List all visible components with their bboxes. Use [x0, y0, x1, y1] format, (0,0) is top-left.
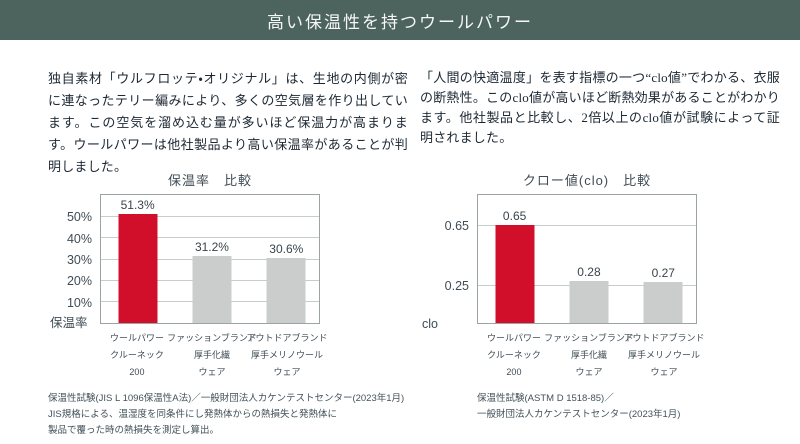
footnote-line: 保温性試験(JIS L 1096保温性A法)／一般財団法人カケンテストセンター(…	[48, 393, 405, 404]
gridline	[101, 237, 319, 239]
category-label-line: クルーネック	[110, 350, 164, 360]
chart-title: クロー値(clo) 比較	[522, 173, 652, 188]
category-label-line: ウェア	[650, 367, 678, 377]
y-axis-tick-label: 0.25	[444, 279, 469, 294]
category-label-line: ファッションブランド	[544, 333, 634, 343]
category-label-line: ウェア	[575, 367, 603, 377]
category-label-line: クルーネック	[487, 350, 541, 360]
y-axis: 0.65 0.25 clo	[420, 194, 477, 331]
y-axis-tick-label: 0.65	[444, 219, 469, 234]
content-area: 独自素材「ウルフロッテ・オリジナル」は、生地の内側が密に連なったテリー編みにより…	[0, 40, 800, 439]
y-axis-unit-label: 保温率	[50, 316, 88, 330]
chart-title: 保温率 比較	[167, 173, 252, 188]
category-label-line: ウールパワー	[109, 333, 164, 343]
category-label-line: ウェア	[198, 367, 226, 377]
category-label-line: ウェア	[273, 367, 301, 377]
bar	[643, 282, 683, 323]
footnote-line: 保温性試験(ASTM D 1518-85)／	[477, 393, 614, 404]
category-label: アウトドアブランド 厚手メリノウール ウェア	[246, 330, 327, 381]
bar-value-label: 51.3%	[120, 197, 155, 212]
plot-area: 0.65 0.28 0.27	[477, 194, 697, 324]
category-label-line: 厚手化繊	[570, 350, 607, 360]
bar-value-label: 31.2%	[194, 240, 229, 255]
category-labels: ウールパワー クルーネック 200 ファッションブランド 厚手化繊 ウェア アウトドアブラン…	[100, 330, 328, 386]
page-header: 高い保温性を持つウールパワー	[0, 0, 800, 40]
category-label-line: ウールパワー	[486, 333, 541, 343]
clo-value-chart: クロー値(clo) 比較 0.65 0.25 clo 0.65 0.28 0.27 ウールパワ…	[420, 170, 780, 423]
bar-value-label: 30.6%	[269, 241, 304, 256]
chart-footnotes: 保温性試験(ASTM D 1518-85)／ 一般財団法人カケンテストセンター(2…	[477, 391, 697, 423]
heat-retention-rate-chart: 保温率 比較 50% 40% 30% 20% 10% 保温率 51.3% 31.2% 30.6% ウ…	[48, 170, 408, 439]
bar-value-label: 0.28	[577, 264, 601, 279]
y-axis-tick-label: 10%	[66, 295, 92, 310]
y-axis-unit-label: clo	[422, 317, 438, 331]
category-label: アウトドアブランド 厚手メリノウール ウェア	[623, 330, 704, 381]
y-axis-tick-label: 30%	[66, 253, 92, 267]
bar-value-label: 0.27	[651, 266, 675, 281]
category-label: ウールパワー クルーネック 200	[110, 330, 164, 381]
chart-footnotes: 保温性試験(JIS L 1096保温性A法)／一般財団法人カケンテストセンター(…	[48, 391, 405, 439]
y-axis-tick-label: 20%	[66, 274, 92, 289]
footnote-line: JIS規格による、温湿度を同条件にし発熱体からの熱損失と発熱体に	[48, 409, 337, 420]
category-label: ウールパワー クルーネック 200	[487, 330, 541, 381]
y-axis-tick-label: 50%	[66, 210, 92, 225]
category-label: ファッションブランド 厚手化繊ウェア	[167, 330, 257, 381]
footnote-line: 製品で覆った時の熱損失を測定し算出。	[48, 425, 220, 436]
column-clo-value: 「人間の快適温度」を表す指標の一つ“clo値”でわかる、衣服の断熱性。このclo…	[420, 68, 780, 439]
bar	[266, 257, 306, 323]
bar	[118, 213, 158, 323]
bar	[192, 256, 232, 323]
column-heat-retention: 独自素材「ウルフロッテ・オリジナル」は、生地の内側が密に連なったテリー編みにより…	[48, 68, 408, 439]
category-label-line: 厚手化繊	[193, 350, 230, 360]
bar	[495, 225, 535, 323]
page-title: 高い保温性を持つウールパワー	[267, 12, 533, 32]
gridline	[101, 215, 319, 217]
plot-area: 51.3% 31.2% 30.6%	[100, 194, 320, 324]
intro-paragraph-left: 独自素材「ウルフロッテ・オリジナル」は、生地の内側が密に連なったテリー編みにより…	[48, 71, 408, 174]
bar-value-label: 0.65	[502, 209, 527, 224]
gridline	[478, 224, 696, 226]
category-label-line: 厚手メリノウール	[627, 350, 701, 360]
category-label-line: ファッションブランド	[167, 333, 257, 343]
category-label-line: アウトドアブランド	[246, 333, 328, 343]
category-label-line: アウトドアブランド	[623, 333, 705, 343]
y-axis: 50% 40% 30% 20% 10% 保温率	[48, 194, 100, 330]
category-labels: ウールパワー クルーネック 200 ファッションブランド 厚手化繊 ウェア アウトドアブラン…	[477, 330, 705, 386]
category-label-line: 200	[506, 367, 522, 377]
category-label: ファッションブランド 厚手化繊ウェア	[544, 330, 634, 381]
footnote-line: 一般財団法人カケンテストセンター(2023年1月)	[477, 409, 681, 420]
category-label-line: 厚手メリノウール	[250, 350, 324, 360]
bar	[569, 280, 609, 323]
y-axis-tick-label: 40%	[66, 231, 92, 246]
category-label-line: 200	[129, 367, 145, 377]
intro-paragraph-right: 「人間の快適温度」を表す指標の一つ“clo値”でわかる、衣服の断熱性。このclo…	[420, 70, 780, 145]
